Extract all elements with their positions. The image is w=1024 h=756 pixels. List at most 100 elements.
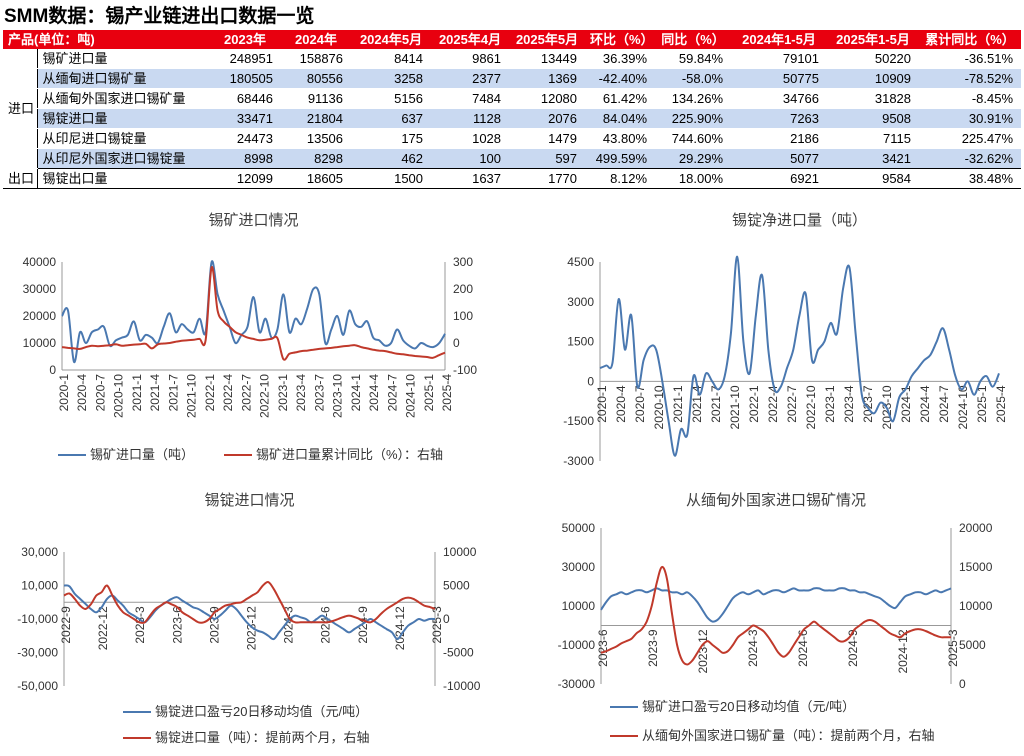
y-tick-label-right: 20000	[959, 521, 993, 535]
y-tick-label-left: 3000	[567, 295, 594, 309]
y-tick-label-left: 0	[587, 374, 594, 388]
x-tick-label: 2025-3	[946, 629, 960, 667]
table-cell: 91136	[281, 88, 352, 109]
table-header-cell: 2025年1-5月	[827, 30, 920, 49]
table-cell: 225.90%	[655, 108, 732, 129]
table-cell: 80556	[281, 68, 352, 89]
chart-tin-ingot-net-import: 锡锭净进口量（吨） -3000 -1500 0 1500 3000 4500 2020-1 20…	[563, 212, 1008, 468]
y-tick-label-left: -50,000	[17, 679, 58, 693]
y-tick-label-left: -10,000	[17, 612, 58, 626]
table-cell: 7115	[827, 128, 920, 149]
x-tick-label: 2023-4	[842, 385, 856, 423]
y-tick-label-left: -30,000	[17, 646, 58, 660]
table-cell: -58.0%	[655, 68, 732, 89]
table-cell: 5156	[351, 88, 432, 109]
series-line-1	[61, 266, 446, 361]
y-tick-label-left: 20000	[23, 309, 57, 323]
table-header-cell: 2025年4月	[431, 30, 510, 49]
table-cell: 8998	[209, 148, 282, 169]
x-tick-label: 2024-10	[404, 374, 418, 418]
table-header-cell: 产品(单位：吨)	[3, 30, 210, 49]
chart-title: 锡锭净进口量（吨）	[732, 212, 867, 229]
x-tick-label: 2020-10	[652, 385, 666, 429]
legend-label: 锡锭进口量（吨）：提前两个月，右轴	[155, 730, 370, 745]
table-cell: 10909	[827, 68, 920, 89]
x-tick-label: 2024-10	[956, 385, 970, 429]
table-cell: 9508	[827, 108, 920, 129]
y-tick-label-left: 0	[49, 363, 56, 377]
table-cell: 175	[351, 128, 432, 149]
x-tick-label: 2022-7	[785, 385, 799, 423]
x-tick-label: 2023-1	[823, 385, 837, 423]
table-cell: 50775	[731, 68, 828, 89]
x-tick-label: 2022-9	[59, 606, 73, 644]
table-cell: 29.29%	[655, 148, 732, 169]
table-cell: 597	[509, 148, 586, 169]
x-tick-label: 2022-7	[239, 374, 253, 412]
table-cell: 21804	[281, 108, 352, 129]
x-tick-label: 2022-1	[203, 374, 217, 412]
table-cell: 158876	[281, 49, 352, 69]
y-tick-label-left: 30,000	[21, 545, 58, 559]
x-tick-label: 2024-7	[385, 374, 399, 412]
x-tick-label: 2020-1	[57, 374, 71, 412]
table-cell: 31828	[827, 88, 920, 109]
y-tick-label-right: 15000	[959, 560, 993, 574]
x-tick-label: 2024-1	[899, 385, 913, 423]
x-tick-label: 2020-7	[93, 374, 107, 412]
x-tick-label: 2020-10	[112, 374, 126, 418]
x-tick-label: 2025-4	[994, 385, 1008, 423]
y-tick-label-left: -10000	[558, 638, 596, 652]
x-tick-label: 2021-10	[728, 385, 742, 429]
y-tick-label-left: 40000	[23, 255, 57, 269]
x-tick-label: 2023-6	[170, 606, 184, 644]
y-tick-label-right: 0	[443, 612, 450, 626]
y-tick-label-right: 100	[453, 309, 473, 323]
legend-label: 锡矿进口盈亏20日移动均值（元/吨）	[642, 699, 855, 714]
y-tick-label-left: -3000	[563, 454, 594, 468]
x-tick-label: 2023-9	[646, 629, 660, 667]
x-tick-label: 2023-3	[133, 606, 147, 644]
y-tick-label-right: 10000	[959, 599, 993, 613]
table-header-cell: 2024年1-5月	[731, 30, 828, 49]
page-title: SMM数据：锡产业链进出口数据一览	[4, 6, 315, 27]
product-name: 锡锭进口量	[36, 108, 210, 129]
x-tick-label: 2022-4	[766, 385, 780, 423]
table-row: 从印尼进口锡锭量 24473 13506 175 1028 1479 43.80% 744.6…	[3, 128, 1022, 149]
chart-title: 锡锭进口情况	[204, 492, 294, 509]
table-cell: 8.12%	[585, 168, 656, 189]
x-tick-label: 2024-6	[796, 629, 810, 667]
category-label: 进口	[3, 49, 37, 169]
table-cell: 7263	[731, 108, 828, 129]
table-header-cell: 2025年5月	[509, 30, 586, 49]
y-tick-label-right: 0	[453, 336, 460, 350]
table-row: 出口 锡锭出口量 12099 18605 1500 1637 1770 8.12% 18.00%…	[3, 168, 1022, 189]
x-tick-label: 2022-12	[96, 606, 110, 650]
table-cell: 462	[351, 148, 432, 169]
product-name: 从印尼外国家进口锡锭量	[36, 148, 210, 169]
table-cell: -36.51%	[919, 49, 1022, 69]
table-cell: 5077	[731, 148, 828, 169]
y-tick-label-left: 30000	[562, 560, 596, 574]
table-cell: 3258	[351, 68, 432, 89]
x-tick-label: 2023-7	[312, 374, 326, 412]
table-cell: 38.48%	[919, 168, 1022, 189]
table-cell: 12080	[509, 88, 586, 109]
chart-title: 锡矿进口情况	[208, 212, 298, 229]
table-cell: 9861	[431, 49, 510, 69]
y-tick-label-left: 50000	[562, 521, 596, 535]
series-line-0	[599, 255, 1000, 457]
table-cell: 637	[351, 108, 432, 129]
chart-tin-ingot-import: 锡锭进口情况 -50,000 -30,000 -10,000 10,000 30,000 -…	[17, 492, 480, 745]
x-tick-label: 2024-1	[349, 374, 363, 412]
x-tick-label: 2024-3	[282, 606, 296, 644]
table-cell: 180505	[209, 68, 282, 89]
table-cell: 61.42%	[585, 88, 656, 109]
table-cell: 79101	[731, 49, 828, 69]
table-cell: 1028	[431, 128, 510, 149]
y-tick-label-left: -1500	[563, 414, 594, 428]
series-line-0	[61, 260, 446, 363]
table-cell: 1128	[431, 108, 510, 129]
table-header-cell: 环比（%）	[585, 30, 656, 49]
x-tick-label: 2022-10	[258, 374, 272, 418]
